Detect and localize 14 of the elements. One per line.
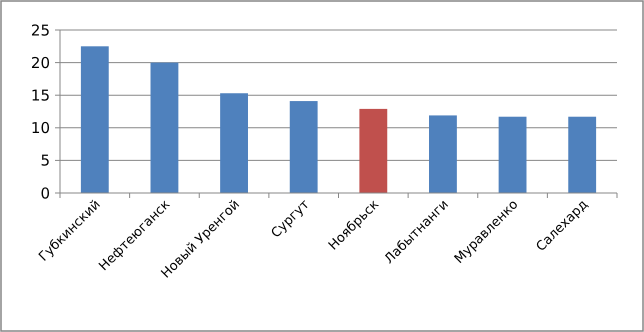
y-tick-label: 0 — [40, 184, 50, 202]
bar — [150, 62, 178, 193]
bar — [290, 101, 318, 193]
y-tick-label: 5 — [40, 152, 50, 170]
y-tick-label: 10 — [30, 119, 50, 138]
y-tick-label: 15 — [30, 86, 50, 104]
bar — [498, 116, 526, 193]
bar — [80, 46, 109, 193]
bar — [220, 93, 248, 193]
bar — [429, 115, 457, 193]
bar — [359, 108, 388, 193]
y-tick-label: 20 — [30, 54, 50, 72]
y-tick-label: 25 — [30, 21, 50, 40]
bar — [568, 116, 596, 193]
